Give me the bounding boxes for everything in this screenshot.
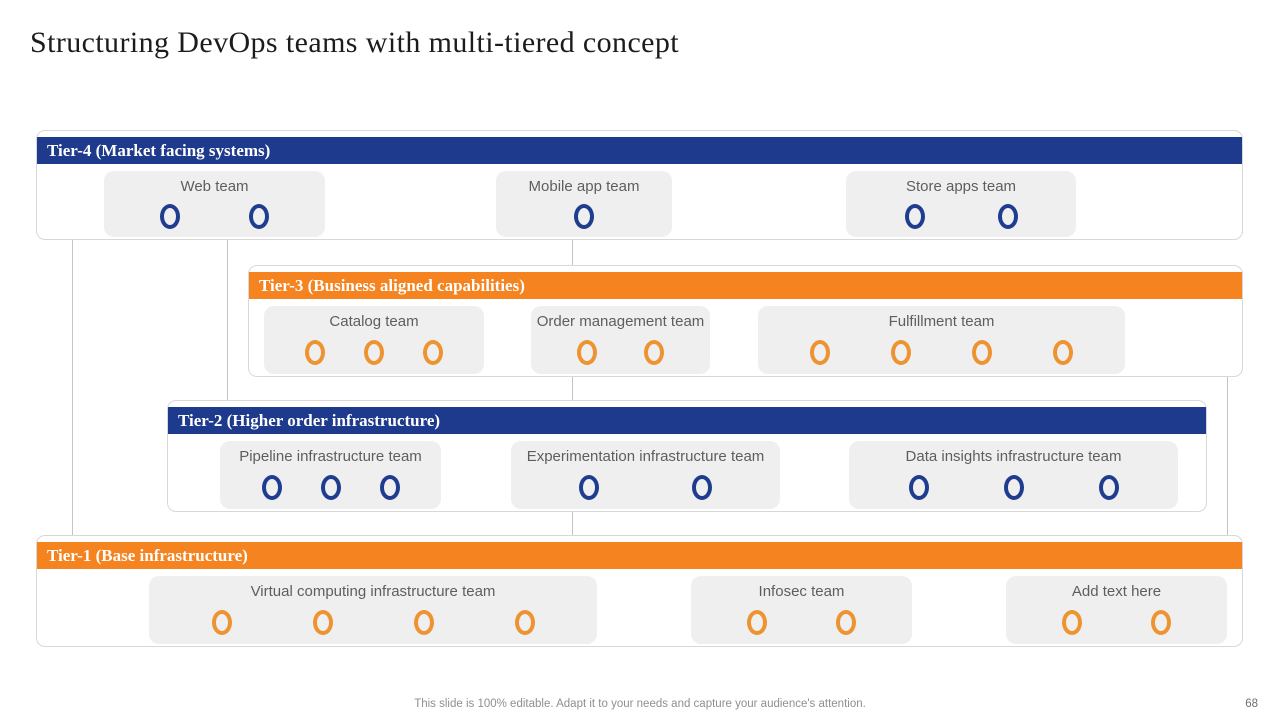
team-label: Data insights infrastructure team	[905, 448, 1122, 465]
connector-tier2-to-tier1	[572, 512, 573, 535]
team-members	[220, 466, 441, 509]
footer-note: This slide is 100% editable. Adapt it to…	[414, 698, 866, 710]
team-label: Catalog team	[329, 313, 419, 330]
member-ring-icon	[747, 610, 768, 635]
member-ring-icon	[261, 475, 282, 500]
member-ring-icon	[904, 204, 925, 229]
team-card-pipeline-infrastructure-team: Pipeline infrastructure team	[220, 441, 441, 509]
team-card-virtual-computing-infrastructure-team: Virtual computing infrastructure team	[149, 576, 597, 644]
slide-title: Structuring DevOps teams with multi-tier…	[30, 26, 680, 59]
tier4-header: Tier-4 (Market facing systems)	[37, 137, 1242, 164]
team-card-data-insights-infrastructure-team: Data insights infrastructure team	[849, 441, 1178, 509]
team-card-catalog-team: Catalog team	[264, 306, 484, 374]
member-ring-icon	[691, 475, 712, 500]
connector-tier3-to-tier1	[1227, 377, 1228, 535]
team-card-infosec-team: Infosec team	[691, 576, 912, 644]
tier4-header-label: Tier-4 (Market facing systems)	[47, 140, 271, 160]
member-ring-icon	[1003, 475, 1024, 500]
member-ring-icon	[810, 340, 831, 365]
member-ring-icon	[576, 340, 597, 365]
team-members	[691, 601, 912, 644]
team-card-order-management-team: Order management team	[531, 306, 710, 374]
member-ring-icon	[1150, 610, 1171, 635]
member-ring-icon	[835, 610, 856, 635]
member-ring-icon	[305, 340, 326, 365]
member-ring-icon	[312, 610, 333, 635]
connector-tier4-to-tier1	[72, 240, 73, 535]
team-card-fulfillment-team: Fulfillment team	[758, 306, 1125, 374]
connector-tier4-to-tier3	[572, 240, 573, 265]
team-members	[758, 331, 1125, 374]
tier3-header: Tier-3 (Business aligned capabilities)	[249, 272, 1242, 299]
member-ring-icon	[574, 204, 594, 229]
team-label: Virtual computing infrastructure team	[250, 583, 496, 600]
page-number: 68	[1245, 698, 1258, 710]
team-members	[846, 196, 1076, 237]
tier2-container: Tier-2 (Higher order infrastructure) Pip…	[167, 400, 1207, 512]
team-card-store-apps-team: Store apps team	[846, 171, 1076, 237]
team-members	[149, 601, 597, 644]
team-label: Pipeline infrastructure team	[239, 448, 422, 465]
member-ring-icon	[644, 340, 665, 365]
tier1-container: Tier-1 (Base infrastructure) Virtual com…	[36, 535, 1243, 647]
tier4-container: Tier-4 (Market facing systems) Web team …	[36, 130, 1243, 240]
team-members	[849, 466, 1178, 509]
member-ring-icon	[160, 204, 181, 229]
team-label: Infosec team	[758, 583, 845, 600]
member-ring-icon	[413, 610, 434, 635]
member-ring-icon	[891, 340, 912, 365]
tier2-header: Tier-2 (Higher order infrastructure)	[168, 407, 1206, 434]
tier3-container: Tier-3 (Business aligned capabilities) C…	[248, 265, 1243, 377]
member-ring-icon	[422, 340, 443, 365]
member-ring-icon	[514, 610, 535, 635]
connector-tier4-to-tier2	[227, 240, 228, 400]
team-label: Add text here	[1071, 583, 1162, 600]
team-members	[104, 196, 325, 237]
member-ring-icon	[908, 475, 929, 500]
member-ring-icon	[1062, 610, 1083, 635]
connector-tier3-to-tier2	[572, 377, 573, 400]
team-label: Web team	[180, 178, 249, 195]
team-label: Order management team	[536, 313, 705, 330]
member-ring-icon	[379, 475, 400, 500]
team-members	[531, 331, 710, 374]
member-ring-icon	[1098, 475, 1119, 500]
team-card-web-team: Web team	[104, 171, 325, 237]
member-ring-icon	[971, 340, 992, 365]
team-label: Store apps team	[905, 178, 1017, 195]
member-ring-icon	[211, 610, 232, 635]
member-ring-icon	[579, 475, 600, 500]
team-card-add-text-here: Add text here	[1006, 576, 1227, 644]
team-label: Experimentation infrastructure team	[526, 448, 765, 465]
team-members	[511, 466, 780, 509]
member-ring-icon	[363, 340, 384, 365]
tier1-header-label: Tier-1 (Base infrastructure)	[47, 545, 248, 565]
team-card-experimentation-infrastructure-team: Experimentation infrastructure team	[511, 441, 780, 509]
team-label: Fulfillment team	[888, 313, 995, 330]
tier2-header-label: Tier-2 (Higher order infrastructure)	[178, 410, 441, 430]
tier1-header: Tier-1 (Base infrastructure)	[37, 542, 1242, 569]
tier3-header-label: Tier-3 (Business aligned capabilities)	[259, 275, 525, 295]
team-members	[1006, 601, 1227, 644]
team-members	[496, 196, 672, 237]
team-label: Mobile app team	[528, 178, 640, 195]
member-ring-icon	[320, 475, 341, 500]
member-ring-icon	[1052, 340, 1073, 365]
member-ring-icon	[248, 204, 269, 229]
team-members	[264, 331, 484, 374]
member-ring-icon	[997, 204, 1018, 229]
team-card-mobile-app-team: Mobile app team	[496, 171, 672, 237]
